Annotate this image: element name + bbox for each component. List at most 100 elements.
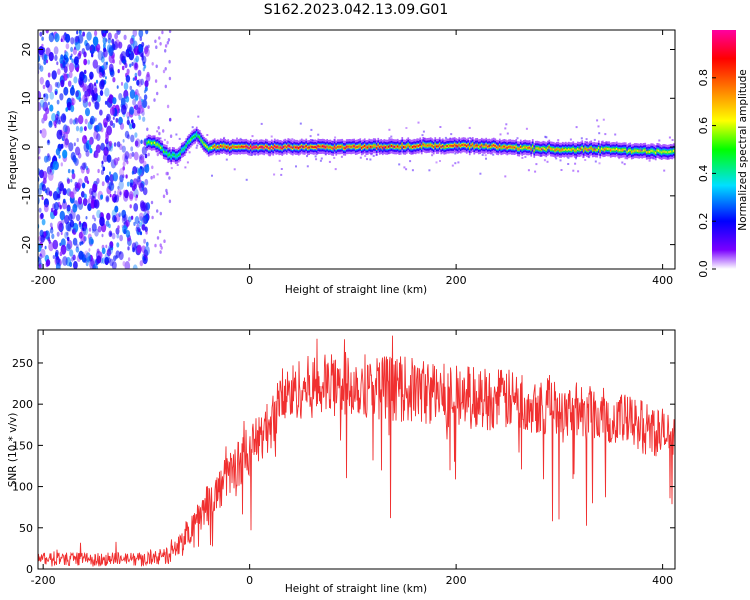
noise-speck — [93, 87, 98, 94]
noise-speck — [121, 65, 125, 71]
noise-speck — [94, 117, 97, 122]
noise-speck — [105, 220, 110, 227]
noise-speck — [53, 210, 57, 216]
ridge-cell — [197, 135, 200, 138]
colorbar-tick-label: 0.0 — [697, 260, 710, 278]
ridge-halo-speck — [409, 160, 412, 163]
ridge-cell — [279, 146, 282, 149]
spectrogram-x-ticks: -200 0 200 400 — [31, 30, 673, 287]
ridge-cell — [323, 145, 326, 148]
ridge-halo-speck — [577, 170, 580, 173]
noise-speck — [69, 219, 75, 228]
noise-speck — [43, 92, 49, 102]
noise-speck — [125, 230, 131, 238]
ridge-cell — [366, 146, 369, 149]
noise-speck — [70, 53, 73, 58]
ridge-cell — [425, 144, 428, 147]
y-tick-label: -20 — [20, 236, 33, 254]
ridge-cell — [210, 146, 213, 149]
ridge-cell — [558, 149, 561, 152]
ridge-halo-speck — [648, 159, 651, 162]
ridge-cell — [525, 146, 528, 149]
noise-speck — [132, 123, 136, 128]
noise-speck — [44, 54, 48, 61]
noise-speck — [83, 142, 90, 153]
noise-speck — [93, 130, 99, 140]
noise-speck — [154, 79, 158, 83]
noise-speck — [131, 119, 134, 124]
ridge-cell — [317, 145, 320, 148]
ridge-halo-speck — [435, 161, 438, 164]
ridge-cell — [354, 146, 357, 149]
noise-speck — [144, 245, 150, 256]
noise-speck — [107, 244, 114, 255]
ridge-cell — [269, 147, 272, 150]
noise-speck — [144, 164, 150, 174]
ridge-cell — [506, 146, 509, 149]
noise-speck — [123, 228, 127, 235]
noise-speck — [122, 174, 125, 179]
noise-speck — [38, 63, 41, 70]
noise-speck — [91, 190, 97, 199]
ridge-cell — [284, 145, 287, 148]
noise-speck — [116, 242, 120, 248]
ridge-cell — [633, 149, 636, 152]
noise-speck — [114, 205, 119, 213]
noise-speck — [87, 59, 91, 65]
noise-speck — [151, 62, 154, 66]
ridge-halo-speck — [479, 145, 482, 148]
ridge-cell — [164, 151, 167, 154]
noise-speck — [56, 81, 61, 89]
noise-speck — [118, 93, 123, 101]
noise-speck — [133, 203, 139, 212]
ridge-halo-speck — [196, 138, 199, 141]
noise-speck — [50, 207, 54, 213]
noise-speck — [85, 107, 90, 117]
ridge-cell — [581, 146, 584, 149]
ridge-cell — [299, 146, 302, 149]
ridge-halo-speck — [510, 142, 513, 145]
noise-speck — [126, 160, 129, 165]
noise-speck — [101, 233, 104, 238]
ridge-halo-speck — [227, 148, 230, 151]
ridge-cell — [252, 146, 255, 149]
noise-speck — [48, 241, 54, 252]
noise-speck — [102, 37, 107, 45]
noise-speck — [111, 181, 114, 186]
ridge-cell — [342, 147, 345, 149]
ridge-cell — [365, 146, 368, 149]
noise-speck — [39, 76, 44, 85]
ridge-cell — [432, 145, 435, 148]
noise-speck — [72, 237, 78, 246]
ridge-cell — [573, 149, 576, 152]
noise-speck — [133, 221, 136, 226]
ridge-halo-speck — [544, 135, 547, 138]
noise-speck — [142, 99, 148, 108]
noise-speck — [38, 196, 40, 206]
noise-speck — [141, 41, 145, 48]
ridge-halo-speck — [475, 142, 478, 145]
noise-speck — [62, 61, 66, 68]
ridge-cell — [146, 142, 149, 145]
noise-speck — [168, 76, 172, 81]
ridge-cell — [254, 146, 257, 149]
noise-speck — [120, 97, 126, 106]
ridge-cell — [258, 146, 261, 149]
noise-speck — [49, 168, 52, 173]
noise-speck — [162, 194, 166, 199]
noise-speck — [104, 252, 110, 262]
noise-speck — [88, 101, 92, 107]
noise-speck — [104, 100, 108, 105]
ridge-cell — [467, 144, 470, 147]
noise-speck — [141, 110, 145, 116]
noise-speck — [139, 96, 142, 101]
noise-speck — [102, 30, 106, 34]
ridge-cell — [498, 145, 501, 148]
ridge-cell — [606, 147, 609, 150]
noise-speck — [75, 125, 80, 132]
ridge-cell — [417, 145, 420, 148]
x-tick-label: 400 — [652, 574, 673, 587]
noise-speck — [136, 229, 140, 235]
ridge-halo-speck — [639, 148, 642, 151]
ridge-halo-speck — [383, 147, 386, 149]
